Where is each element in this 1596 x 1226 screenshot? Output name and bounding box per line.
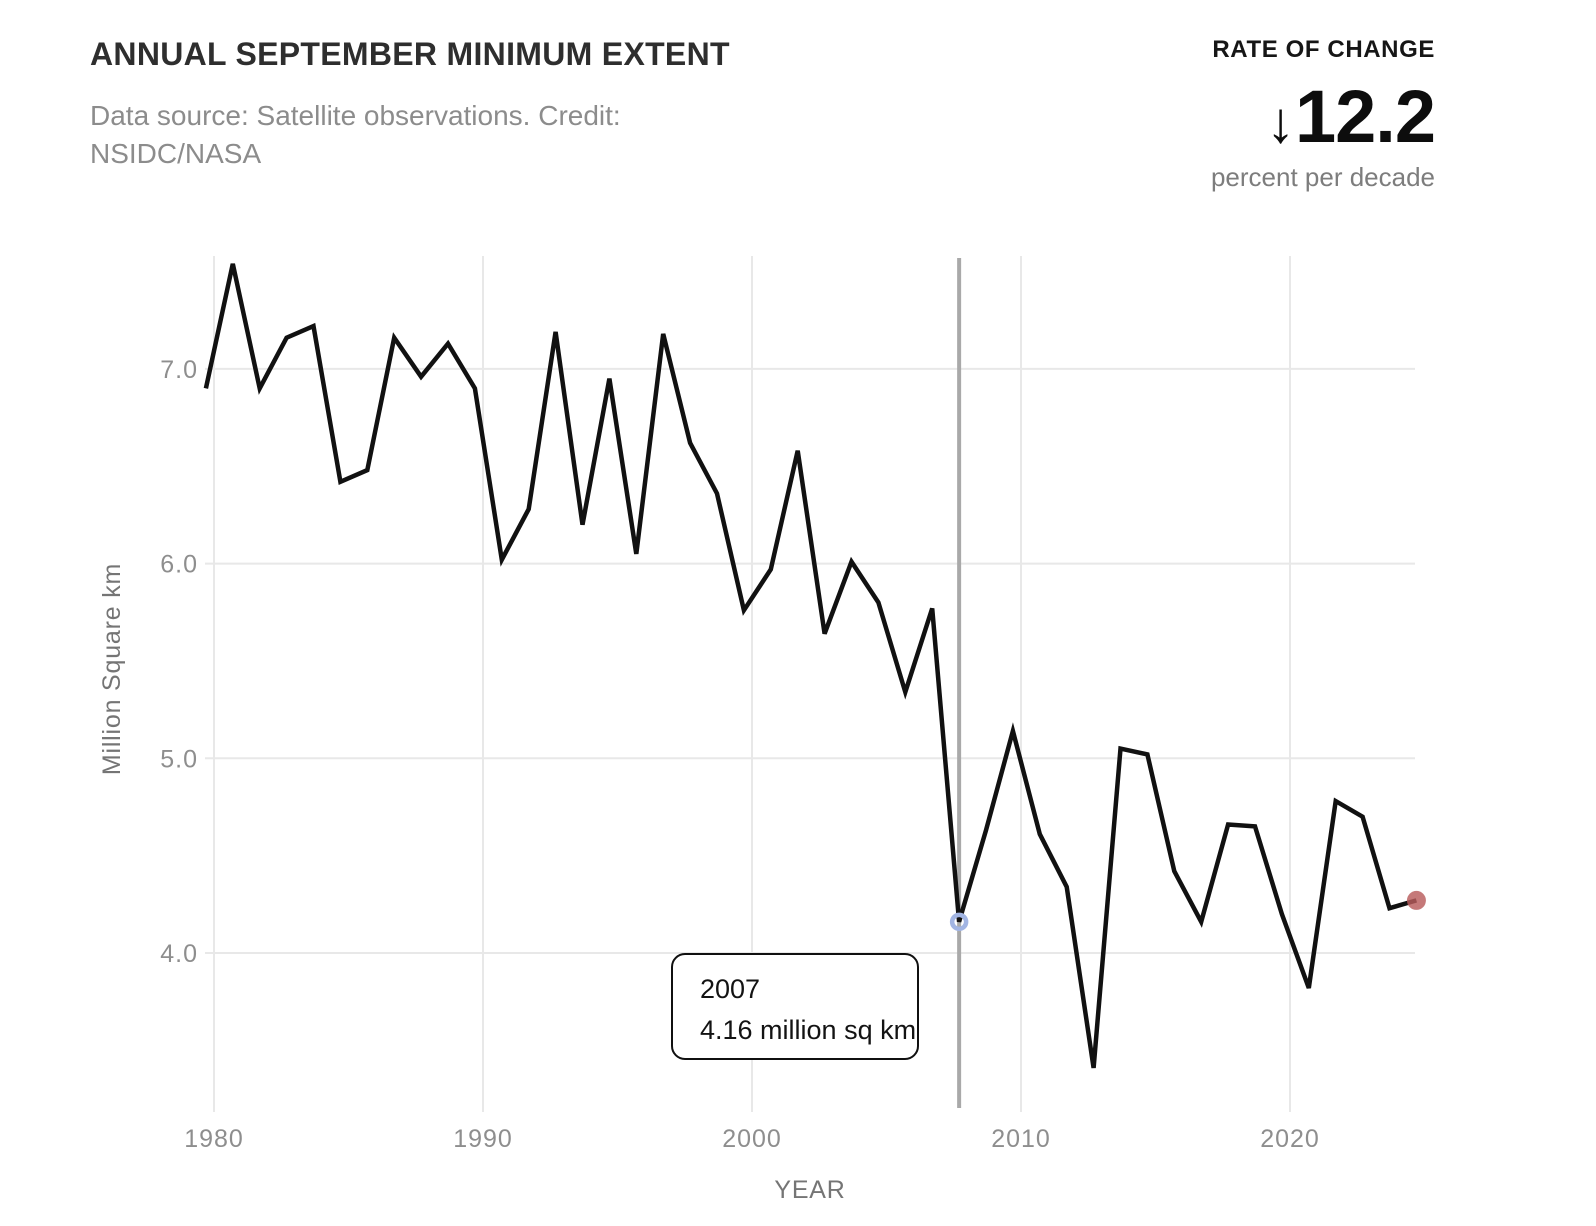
x-axis-tick-label: 1980: [184, 1125, 244, 1153]
x-axis-tick-label: 2000: [722, 1125, 782, 1153]
y-axis-tick-label: 7.0: [160, 356, 198, 384]
latest-data-point[interactable]: [1406, 890, 1426, 910]
x-axis-title: YEAR: [774, 1176, 845, 1204]
y-axis-tick-label: 6.0: [160, 551, 198, 579]
down-arrow-icon: ↓: [1265, 90, 1295, 155]
chart-subtitle: Data source: Satellite observations. Cre…: [90, 97, 730, 172]
x-axis-tick-label: 1990: [453, 1125, 513, 1153]
rate-of-change-label: RATE OF CHANGE: [1212, 36, 1435, 63]
tooltip-value: 4.16 million sq km: [700, 1015, 917, 1046]
highlighted-point-marker[interactable]: [949, 912, 969, 932]
rate-of-change-value: 12.2: [1294, 75, 1436, 158]
rate-of-change-block: RATE OF CHANGE ↓12.2 percent per decade: [1210, 36, 1436, 193]
rate-of-change-value-row: ↓12.2: [1211, 80, 1436, 155]
data-line[interactable]: [203, 263, 1418, 1069]
x-axis-tick-label: 2010: [991, 1125, 1051, 1153]
chart-header: ANNUAL SEPTEMBER MINIMUM EXTENT Data sou…: [90, 36, 730, 172]
x-axis-tick-labels: 1980 1990 2000 2010 2020: [184, 1125, 1320, 1153]
y-axis-title: Million Square km: [98, 563, 126, 775]
horizontal-gridlines: [205, 367, 1415, 954]
x-axis-tick-label: 2020: [1260, 1125, 1320, 1153]
rate-of-change-unit: percent per decade: [1210, 162, 1435, 192]
y-axis-tick-label: 5.0: [160, 745, 198, 773]
tooltip: 2007 4.16 million sq km: [671, 953, 919, 1060]
vertical-gridlines: [213, 256, 1291, 1112]
page-title: ANNUAL SEPTEMBER MINIMUM EXTENT: [90, 36, 730, 72]
subtitle-line-2: NSIDC/NASA: [90, 137, 262, 169]
subtitle-line-1: Data source: Satellite observations. Cre…: [90, 100, 621, 131]
y-axis-tick-label: 4.0: [160, 940, 198, 968]
tooltip-year: 2007: [700, 974, 761, 1004]
y-axis-tick-labels: 7.0 6.0 5.0 4.0: [160, 356, 198, 968]
